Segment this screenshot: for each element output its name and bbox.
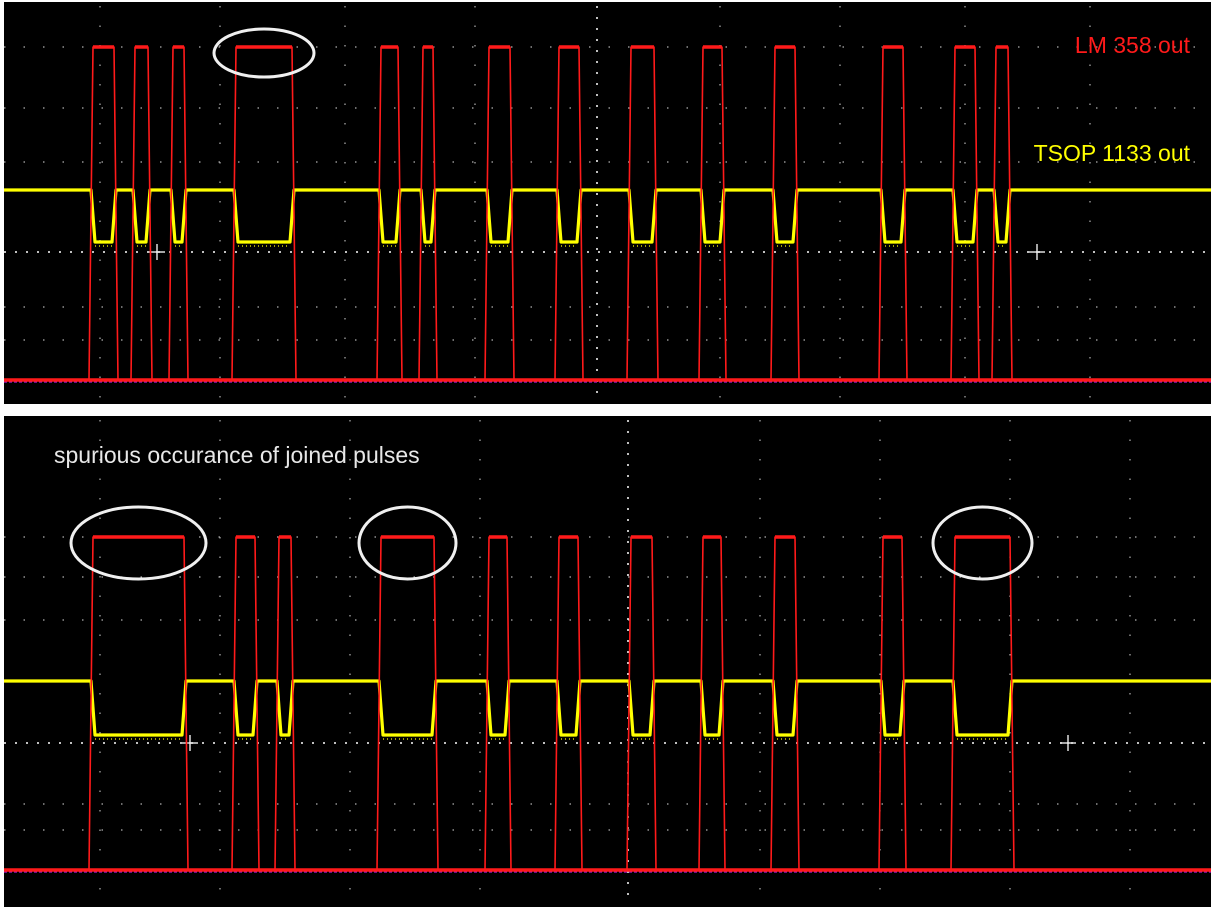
top-trace-panel: LM 358 out TSOP 1133 out	[4, 2, 1211, 404]
spurious-note-label: spurious occurance of joined pulses	[54, 442, 420, 468]
bottom-panel-background	[4, 416, 1211, 907]
joined-pulse-highlight	[931, 505, 1034, 581]
lm358-label: LM 358 out	[1075, 32, 1191, 58]
top-panel-grid	[4, 6, 1211, 400]
tsop-trace-line	[4, 679, 1211, 737]
joined-pulse-highlight	[69, 505, 208, 581]
top-panel-highlights	[212, 27, 316, 79]
bottom-trace-panel: spurious occurance of joined pulses	[4, 416, 1211, 907]
bottom-panel-traces	[4, 535, 1211, 872]
bottom-panel-highlights	[69, 505, 1034, 581]
tsop-label: TSOP 1133 out	[1034, 140, 1191, 166]
tsop-trace-line	[4, 188, 1211, 244]
joined-pulse-highlight	[357, 505, 458, 581]
joined-pulse-highlight	[212, 27, 316, 79]
top-panel-traces	[4, 45, 1211, 382]
bottom-panel-grid	[4, 420, 1211, 903]
panel-separator	[0, 404, 1212, 416]
